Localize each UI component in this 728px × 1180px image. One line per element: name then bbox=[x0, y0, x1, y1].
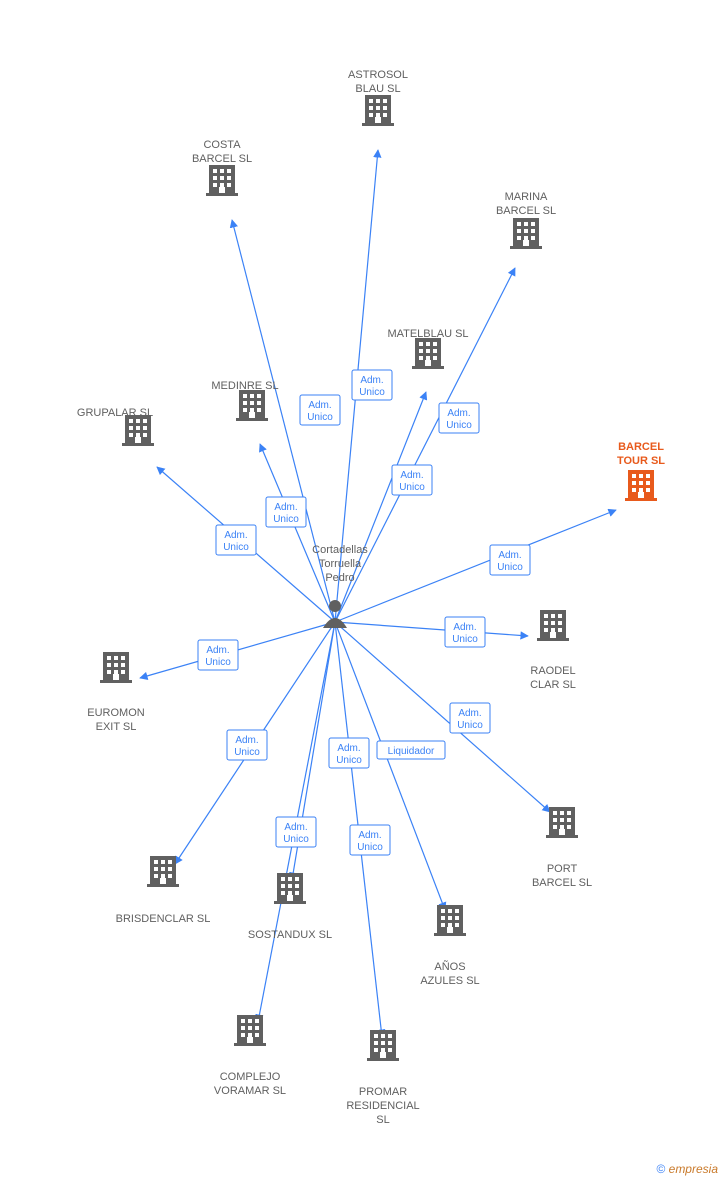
center-label: Torruella bbox=[319, 558, 362, 570]
node-label-barcel_tour: TOUR SL bbox=[617, 455, 665, 467]
node-label-sostandux: SOSTANDUX SL bbox=[248, 929, 332, 941]
edge-label-text-port: Adm. bbox=[458, 708, 481, 719]
edge-label-text-costa: Unico bbox=[307, 412, 333, 423]
edge-label-text-brisdenclar: Adm. bbox=[235, 735, 258, 746]
edge-label-text-medinre: Adm. bbox=[274, 502, 297, 513]
node-label-euromon: EXIT SL bbox=[96, 721, 137, 733]
node-label-medinre: MEDINRE SL bbox=[211, 380, 278, 392]
node-sostandux[interactable]: SOSTANDUX SL bbox=[248, 873, 332, 941]
node-medinre[interactable]: MEDINRE SL bbox=[211, 380, 278, 421]
edge-to-barcel_tour bbox=[335, 510, 616, 622]
edge-label-text-port: Unico bbox=[457, 720, 483, 731]
edge-label-text-astrosol: Adm. bbox=[360, 375, 383, 386]
edge-to-medinre bbox=[260, 444, 335, 622]
edge-label-text-marina: Adm. bbox=[447, 408, 470, 419]
edge-label-text-medinre: Unico bbox=[273, 514, 299, 525]
edge-label-text-sostandux: Adm. bbox=[284, 822, 307, 833]
node-label-grupalar: GRUPALAR SL bbox=[77, 407, 153, 419]
network-diagram: Adm.UnicoAdm.UnicoAdm.UnicoAdm.UnicoAdm.… bbox=[0, 0, 728, 1180]
edge-label-text-euromon: Unico bbox=[205, 657, 231, 668]
node-complejo[interactable]: COMPLEJO VORAMAR SL bbox=[214, 1015, 286, 1097]
edge-label-text-grupalar: Unico bbox=[223, 542, 249, 553]
node-marina[interactable]: MARINA BARCEL SL bbox=[496, 191, 556, 249]
node-euromon[interactable]: EUROMON EXIT SL bbox=[87, 652, 145, 733]
node-label-promar: RESIDENCIAL bbox=[346, 1100, 419, 1112]
edge-label-text-marina: Unico bbox=[446, 420, 472, 431]
edge-label-text-euromon: Adm. bbox=[206, 645, 229, 656]
edge-label-text-complejo: Unico bbox=[336, 755, 362, 766]
node-matelblau[interactable]: MATELBLAU SL bbox=[387, 328, 468, 369]
node-label-raodel: CLAR SL bbox=[530, 679, 576, 691]
node-brisdenclar[interactable]: BRISDENCLAR SL bbox=[116, 856, 211, 925]
footer-credit: © empresia bbox=[656, 1162, 718, 1176]
node-port[interactable]: PORT BARCEL SL bbox=[532, 807, 592, 889]
node-astrosol[interactable]: ASTROSOL BLAU SL bbox=[348, 69, 408, 126]
node-label-costa: COSTA bbox=[203, 139, 241, 151]
edge-label-text-promar: Adm. bbox=[358, 830, 381, 841]
brand-name: empresia bbox=[669, 1162, 718, 1176]
node-label-marina: BARCEL SL bbox=[496, 205, 556, 217]
node-label-euromon: EUROMON bbox=[87, 707, 145, 719]
edge-label-text-promar: Unico bbox=[357, 842, 383, 853]
node-barcel_tour[interactable]: BARCEL TOUR SL bbox=[617, 441, 665, 501]
edge-label-text-raodel: Unico bbox=[452, 634, 478, 645]
edge-label-text-matelblau: Unico bbox=[399, 482, 425, 493]
edge-to-matelblau bbox=[335, 392, 426, 622]
node-label-barcel_tour: BARCEL bbox=[618, 441, 664, 453]
edge-label-text-astrosol: Unico bbox=[359, 387, 385, 398]
edge-label-text-anos: Liquidador bbox=[388, 746, 435, 757]
edge-label-text-brisdenclar: Unico bbox=[234, 747, 260, 758]
node-label-promar: SL bbox=[376, 1114, 389, 1126]
edge-label-text-sostandux: Unico bbox=[283, 834, 309, 845]
node-label-promar: PROMAR bbox=[359, 1086, 407, 1098]
node-label-anos: AÑOS bbox=[434, 960, 465, 973]
node-label-anos: AZULES SL bbox=[420, 975, 479, 987]
node-promar[interactable]: PROMAR RESIDENCIAL SL bbox=[346, 1030, 419, 1126]
edge-to-raodel bbox=[335, 622, 528, 636]
edge-label-text-barcel_tour: Unico bbox=[497, 562, 523, 573]
node-label-matelblau: MATELBLAU SL bbox=[387, 328, 468, 340]
copyright-symbol: © bbox=[656, 1162, 665, 1176]
node-grupalar[interactable]: GRUPALAR SL bbox=[77, 407, 154, 446]
edge-label-text-matelblau: Adm. bbox=[400, 470, 423, 481]
edge-label-text-raodel: Adm. bbox=[453, 622, 476, 633]
node-label-costa: BARCEL SL bbox=[192, 153, 252, 165]
node-costa[interactable]: COSTA BARCEL SL bbox=[192, 139, 252, 196]
node-label-port: BARCEL SL bbox=[532, 877, 592, 889]
center-person[interactable]: Cortadellas Torruella Pedro bbox=[312, 544, 368, 628]
node-label-raodel: RAODEL bbox=[530, 665, 575, 677]
node-label-brisdenclar: BRISDENCLAR SL bbox=[116, 913, 211, 925]
edge-label-text-grupalar: Adm. bbox=[224, 530, 247, 541]
center-label: Cortadellas bbox=[312, 544, 368, 556]
node-label-astrosol: ASTROSOL bbox=[348, 69, 408, 81]
center-label: Pedro bbox=[325, 572, 354, 584]
node-label-complejo: VORAMAR SL bbox=[214, 1085, 286, 1097]
node-label-marina: MARINA bbox=[505, 191, 548, 203]
node-anos[interactable]: AÑOS AZULES SL bbox=[420, 905, 479, 987]
edge-label-text-barcel_tour: Adm. bbox=[498, 550, 521, 561]
edge-to-port bbox=[335, 622, 550, 812]
node-label-astrosol: BLAU SL bbox=[355, 83, 400, 95]
node-label-port: PORT bbox=[547, 863, 578, 875]
edge-label-text-costa: Adm. bbox=[308, 400, 331, 411]
node-label-complejo: COMPLEJO bbox=[220, 1071, 281, 1083]
edge-label-text-complejo: Adm. bbox=[337, 743, 360, 754]
node-raodel[interactable]: RAODEL CLAR SL bbox=[530, 610, 576, 691]
